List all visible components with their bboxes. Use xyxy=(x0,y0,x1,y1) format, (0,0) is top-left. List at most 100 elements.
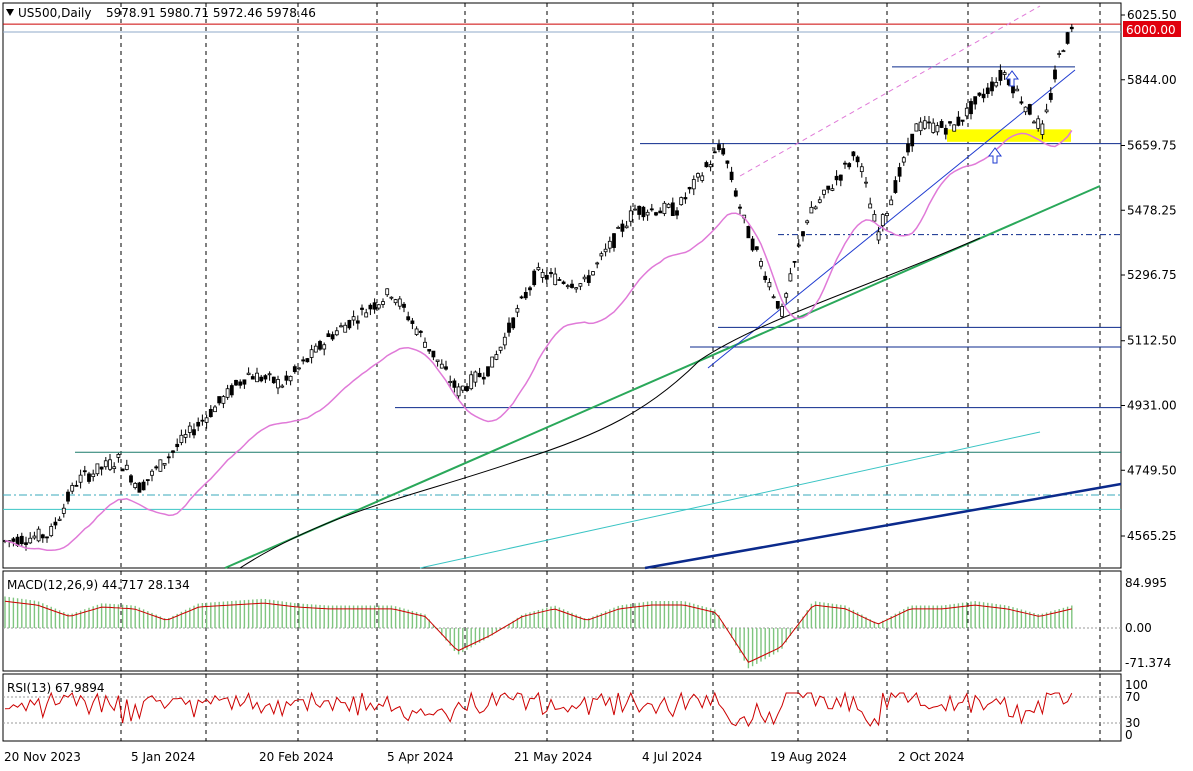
candle-down xyxy=(612,233,616,248)
candle-up xyxy=(599,253,604,257)
candle-down xyxy=(82,470,87,473)
candle-down xyxy=(927,121,931,124)
candle-down xyxy=(746,226,751,239)
candle-up xyxy=(1057,53,1062,55)
candle-up xyxy=(334,330,339,336)
candle-down xyxy=(851,151,856,157)
candle-down xyxy=(1048,93,1053,100)
candle-up xyxy=(607,240,612,249)
candle-up xyxy=(322,344,327,350)
candle-up xyxy=(364,312,369,318)
candle-down xyxy=(368,304,373,310)
candle-up xyxy=(595,262,600,265)
candle-down xyxy=(893,180,898,193)
price-tick-label: 4565.25 xyxy=(1127,529,1177,543)
candle-up xyxy=(759,261,763,267)
candle-up xyxy=(1015,88,1020,92)
candle-up xyxy=(880,214,885,227)
price-tick-label: 4931.00 xyxy=(1127,399,1177,413)
candle-down xyxy=(120,468,125,472)
candle-down xyxy=(40,534,45,539)
candle-down xyxy=(19,535,24,545)
candle-down xyxy=(939,121,944,128)
rsi-tick-label: 100 xyxy=(1125,678,1148,692)
candle-down xyxy=(649,208,654,211)
trend-line-cyan xyxy=(419,431,1041,569)
candle-down xyxy=(1069,26,1074,30)
date-label: 5 Apr 2024 xyxy=(387,750,454,764)
candle-down xyxy=(402,303,406,308)
candle-down xyxy=(326,333,331,338)
candle-down xyxy=(670,202,675,216)
candle-up xyxy=(1040,123,1045,135)
candle-up xyxy=(876,231,881,241)
candle-down xyxy=(45,536,49,539)
candle-up xyxy=(162,463,167,466)
candle-up xyxy=(389,296,394,299)
candle-down xyxy=(200,419,205,422)
candle-down xyxy=(11,538,16,542)
candle-up xyxy=(57,518,62,521)
candle-down xyxy=(729,171,734,181)
candle-up xyxy=(498,346,503,351)
candle-down xyxy=(372,302,377,310)
candle-down xyxy=(427,349,432,352)
channel-line-dashed xyxy=(739,5,1041,177)
candle-down xyxy=(74,484,79,487)
candle-up xyxy=(935,125,940,133)
candle-up xyxy=(767,282,772,288)
price-tick-label: 5112.50 xyxy=(1127,334,1177,348)
candle-down xyxy=(725,160,730,164)
candle-up xyxy=(918,121,923,132)
vertical-gridlines xyxy=(120,3,1101,741)
candle-up xyxy=(124,464,129,470)
candle-down xyxy=(675,210,679,216)
candle-down xyxy=(330,334,335,340)
candle-up xyxy=(246,372,251,375)
candle-up xyxy=(780,306,784,317)
candle-up xyxy=(1036,118,1041,129)
candle-down xyxy=(171,450,175,453)
trend-line-blue xyxy=(707,69,1076,369)
candle-up xyxy=(133,483,138,489)
price-tick-label: 5844.00 xyxy=(1127,73,1177,87)
candle-up xyxy=(603,248,608,253)
trend-line-navy xyxy=(644,482,1122,570)
candle-up xyxy=(565,285,570,288)
rsi-tick-label: 30 xyxy=(1125,716,1140,730)
candle-down xyxy=(66,491,70,502)
candle-down xyxy=(242,379,247,385)
candle-up xyxy=(536,267,541,271)
candle-down xyxy=(192,429,196,436)
candle-down xyxy=(641,206,646,218)
candle-down xyxy=(712,151,717,154)
candle-up xyxy=(771,296,776,299)
candle-up xyxy=(700,175,705,181)
candle-up xyxy=(414,328,419,335)
candle-up xyxy=(150,470,154,476)
candle-down xyxy=(431,350,436,358)
horizontal-levels xyxy=(3,23,1121,510)
candle-up xyxy=(351,316,356,321)
candle-up xyxy=(1061,50,1066,53)
candle-down xyxy=(486,366,490,377)
candle-up xyxy=(490,356,495,368)
candle-up xyxy=(158,459,163,472)
overlay-lines xyxy=(4,129,1073,551)
candle-down xyxy=(956,116,961,126)
candlestick-series xyxy=(3,24,1074,551)
candle-up xyxy=(494,354,499,360)
candle-down xyxy=(53,521,58,526)
candle-up xyxy=(381,301,385,305)
candle-up xyxy=(691,179,696,190)
candle-up xyxy=(32,535,37,539)
candle-up xyxy=(645,211,650,216)
candle-down xyxy=(549,272,553,275)
time-axis-labels: 20 Nov 2023 5 Jan 2024 20 Feb 2024 5 Apr 20… xyxy=(4,750,965,764)
main-panel[interactable] xyxy=(2,2,1122,569)
candle-down xyxy=(973,96,978,105)
candle-down xyxy=(969,101,973,115)
candle-down xyxy=(544,274,549,280)
collapse-triangle-icon[interactable] xyxy=(6,9,14,16)
